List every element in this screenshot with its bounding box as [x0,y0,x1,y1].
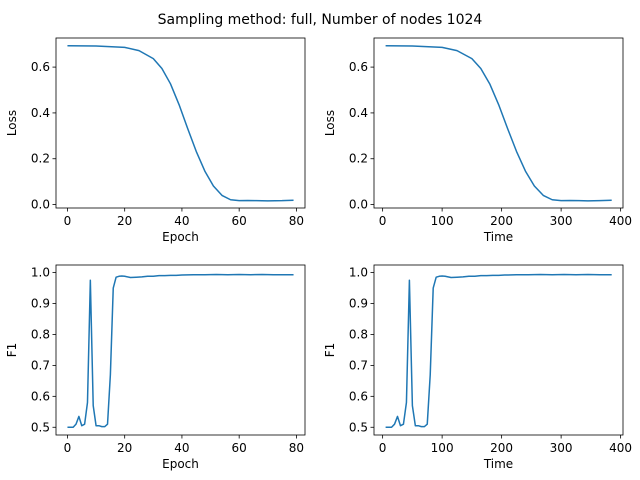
y-tick-label: 0.8 [349,327,368,341]
y-tick-label: 0.8 [31,327,50,341]
y-axis-label: F1 [5,343,19,358]
x-tick-label: 80 [289,214,304,228]
subplot-loss-vs-epoch: 0 20 40 60 80 0.0 0.2 0.4 0.6 Epoch Loss [5,37,306,244]
x-tick-label: 80 [289,441,304,455]
x-axis-label: Time [483,457,513,471]
y-tick-label: 1.0 [31,266,50,280]
x-axis-label: Epoch [162,230,199,244]
y-axis-label: Loss [5,110,19,136]
y-tick-label: 0.4 [31,106,50,120]
y-tick-label: 0.6 [349,389,368,403]
x-tick-label: 100 [431,441,454,455]
x-axis-label: Time [483,230,513,244]
x-tick-label: 0 [379,441,387,455]
y-tick-label: 1.0 [349,266,368,280]
x-tick-label: 400 [609,214,632,228]
x-tick-label: 200 [490,441,513,455]
subplot-f1-vs-time: 0 100 200 300 400 0.5 0.6 0.7 0.8 0.9 1.0 Time F1 [323,264,632,471]
x-tick-label: 200 [490,214,513,228]
x-tick-label: 100 [431,214,454,228]
x-tick-label: 0 [64,214,72,228]
x-tick-label: 20 [117,441,132,455]
y-tick-label: 0.2 [349,152,368,166]
subplot-f1-vs-epoch: 0 20 40 60 80 0.5 0.6 0.7 0.8 0.9 1.0 Epoch F1 [5,264,306,471]
axes-frame [55,37,306,209]
y-tick-label: 0.6 [31,60,50,74]
x-tick-label: 300 [550,214,573,228]
y-tick-label: 0.5 [31,420,50,434]
subplot-loss-vs-time: 0 100 200 300 400 0.0 0.2 0.4 0.6 Time Loss [323,37,632,244]
y-tick-label: 0.9 [349,297,368,311]
y-tick-label: 0.2 [31,152,50,166]
x-tick-label: 20 [117,214,132,228]
y-tick-label: 0.9 [31,297,50,311]
series-line [67,45,294,202]
x-tick-label: 40 [174,214,189,228]
x-tick-label: 60 [232,441,247,455]
y-tick-label: 0.4 [349,106,368,120]
x-tick-label: 60 [232,214,247,228]
series-line [385,273,612,429]
y-tick-label: 0.5 [349,420,368,434]
series-line [385,45,612,202]
y-tick-label: 0.6 [31,389,50,403]
x-tick-label: 400 [609,441,632,455]
axes-frame [373,37,624,209]
x-tick-label: 0 [64,441,72,455]
y-tick-label: 0.0 [349,198,368,212]
x-axis-label: Epoch [162,457,199,471]
y-axis-label: Loss [323,110,337,136]
figure-title: Sampling method: full, Number of nodes 1… [158,12,483,28]
y-tick-label: 0.6 [349,60,368,74]
series-line [67,273,294,429]
y-tick-label: 0.7 [31,358,50,372]
x-tick-label: 0 [379,214,387,228]
axes-frame [373,264,624,436]
x-tick-label: 40 [174,441,189,455]
axes-frame [55,264,306,436]
y-axis-label: F1 [323,343,337,358]
y-tick-label: 0.0 [31,198,50,212]
y-tick-label: 0.7 [349,358,368,372]
x-tick-label: 300 [550,441,573,455]
